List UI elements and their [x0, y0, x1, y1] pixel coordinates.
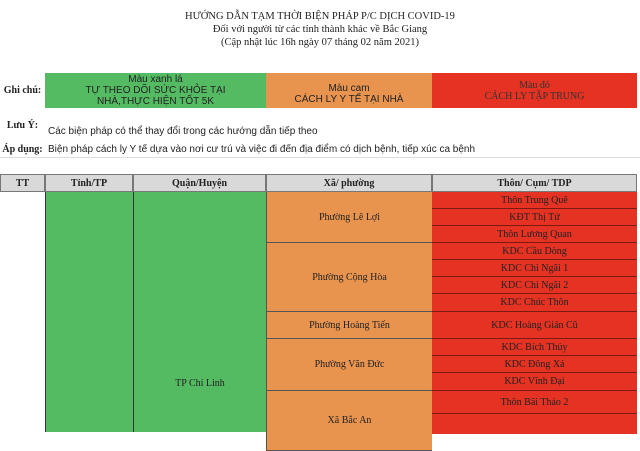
legend-green-name: Màu xanh lá — [128, 74, 183, 85]
hamlet-cell: KDC Chi Ngãi 2 — [432, 277, 637, 294]
ward-cell: Phường Hoàng Tiến — [266, 312, 432, 339]
ward-cell: Phường Văn Đức — [266, 339, 432, 391]
col-quan: Quận/Huyện — [133, 174, 266, 192]
legend-orange-name: Màu cam — [328, 82, 370, 94]
legend-red-text: CÁCH LY TẬP TRUNG — [484, 90, 585, 102]
luu-y-text: Các biện pháp có thể thay đổi trong các … — [48, 126, 318, 137]
district-cell: TP Chí Linh — [133, 192, 266, 432]
legend-red: Màu đỏ CÁCH LY TẬP TRUNG — [432, 73, 637, 108]
hamlet-cell: KDC Hoàng Gián Cũ — [432, 312, 637, 339]
ward-cell: Xã Bắc An — [266, 391, 432, 451]
hamlet-cell: KĐT Thị Tứ — [432, 209, 637, 226]
legend-red-name: Màu đỏ — [519, 79, 550, 91]
province-cell — [45, 192, 133, 432]
col-thon: Thôn/ Cụm/ TDP — [432, 174, 637, 192]
hamlet-cell: Thôn Bãi Thảo 2 — [432, 391, 637, 414]
hamlet-cell: KDC Đông Xá — [432, 356, 637, 373]
col-tinh: Tỉnh/TP — [45, 174, 133, 192]
legend-orange: Màu cam CÁCH LY Y TẾ TẠI NHÀ — [266, 73, 432, 108]
col-tt: TT — [0, 174, 45, 192]
hamlet-cell: KDC Bích Thủy — [432, 339, 637, 356]
legend-green-text: TỰ THEO DÕI SỨC KHỎE TẠI NHÀ,THỰC HIỆN T… — [85, 85, 226, 107]
ap-dung-text: Biện pháp cách ly Y tế dựa vào nơi cư tr… — [48, 144, 476, 155]
ward-cell: Phường Cộng Hòa — [266, 243, 432, 312]
hamlet-cell-partial — [432, 414, 637, 434]
hamlet-cell: Thôn Lương Quan — [432, 226, 637, 243]
luu-y-label: Lưu Ý: — [6, 119, 39, 131]
document-subtitle: Đối với người từ các tỉnh thành khác về … — [212, 24, 428, 35]
document-title: HƯỚNG DẪN TẠM THỜI BIỆN PHÁP P/C DỊCH CO… — [185, 11, 455, 22]
hamlet-cell: KDC Chi Ngãi 1 — [432, 260, 637, 277]
hamlet-cell: KDC Cầu Dòng — [432, 243, 637, 260]
update-time: (Cập nhật lúc 16h ngày 07 tháng 02 năm 2… — [220, 37, 419, 48]
ap-dung-label: Áp dụng: — [2, 144, 43, 155]
legend-green: Màu xanh lá TỰ THEO DÕI SỨC KHỎE TẠI NHÀ… — [45, 73, 266, 108]
divider — [0, 157, 640, 158]
legend-orange-text: CÁCH LY Y TẾ TẠI NHÀ — [294, 93, 404, 105]
hamlet-cell: Thôn Trung Quê — [432, 192, 637, 209]
hamlet-cell: KDC Vĩnh Đại — [432, 373, 637, 391]
hamlet-cell: KDC Chúc Thôn — [432, 294, 637, 312]
ward-cell: Phường Lê Lợi — [266, 192, 432, 243]
col-xa: Xã/ phường — [266, 174, 432, 192]
legend-label: Ghi chú: — [3, 85, 42, 96]
